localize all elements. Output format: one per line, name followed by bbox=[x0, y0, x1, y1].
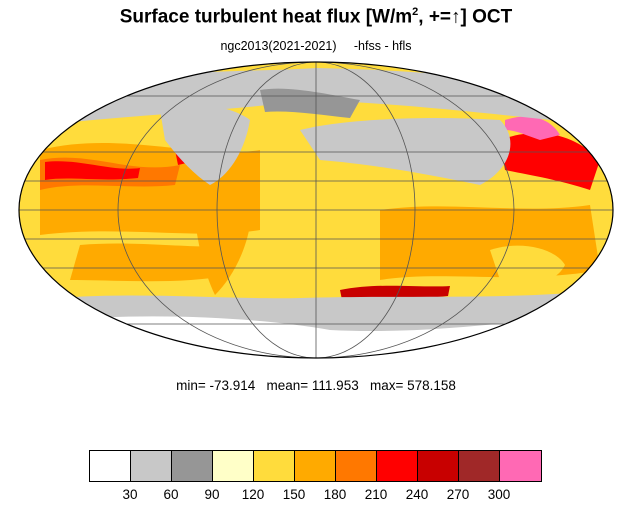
up-arrow-icon: ↑ bbox=[451, 6, 461, 28]
colorbar-tick-label: 270 bbox=[446, 487, 470, 502]
colorbar-tick-label: 150 bbox=[282, 487, 306, 502]
colorbar-ticks: 30 60 90 120 150 180 210 240 270 300 bbox=[0, 487, 632, 503]
flux-field-japan-pink bbox=[505, 116, 560, 140]
australia bbox=[490, 245, 565, 285]
colorbar-tick-label: 240 bbox=[405, 487, 429, 502]
colorbar-tick-label: 180 bbox=[323, 487, 347, 502]
world-map bbox=[18, 61, 614, 359]
colorbar-swatch bbox=[131, 451, 172, 481]
colorbar-swatch bbox=[254, 451, 295, 481]
colorbar-swatch bbox=[459, 451, 500, 481]
colorbar-tick-label: 30 bbox=[122, 487, 138, 502]
colorbar-tick-label: 210 bbox=[364, 487, 388, 502]
colorbar-tick-label: 300 bbox=[487, 487, 511, 502]
colorbar-tick-label: 120 bbox=[241, 487, 265, 502]
eurasia bbox=[300, 118, 511, 185]
flux-field-south-pacific bbox=[70, 243, 230, 282]
south-america bbox=[195, 194, 250, 295]
colorbar-tick-label: 60 bbox=[163, 487, 179, 502]
flux-field-west-pacific bbox=[500, 132, 600, 190]
colorbar-tick-label: 90 bbox=[204, 487, 220, 502]
graticule bbox=[19, 62, 613, 358]
colorbar-swatch bbox=[418, 451, 459, 481]
colorbar-swatch bbox=[377, 451, 418, 481]
colorbar-swatch bbox=[336, 451, 377, 481]
flux-field-agulhas bbox=[340, 285, 450, 300]
flux-field-kuroshio-red bbox=[45, 161, 140, 180]
map-border bbox=[18, 61, 614, 359]
map-title: Surface turbulent heat flux [W/m2, +=↑] … bbox=[119, 6, 513, 28]
statistics-line: min= -73.914 mean= 111.953 max= 578.158 bbox=[176, 378, 456, 393]
colorbar-swatch bbox=[172, 451, 213, 481]
colorbar-swatch bbox=[90, 451, 131, 481]
africa bbox=[290, 148, 380, 260]
colorbar-swatch bbox=[213, 451, 254, 481]
colorbar bbox=[89, 450, 542, 482]
map-subtitle: ngc2013(2021-2021) -hfss - hfls bbox=[220, 39, 412, 53]
north-america bbox=[160, 104, 250, 185]
colorbar-swatch bbox=[295, 451, 336, 481]
colorbar-swatch bbox=[500, 451, 541, 481]
